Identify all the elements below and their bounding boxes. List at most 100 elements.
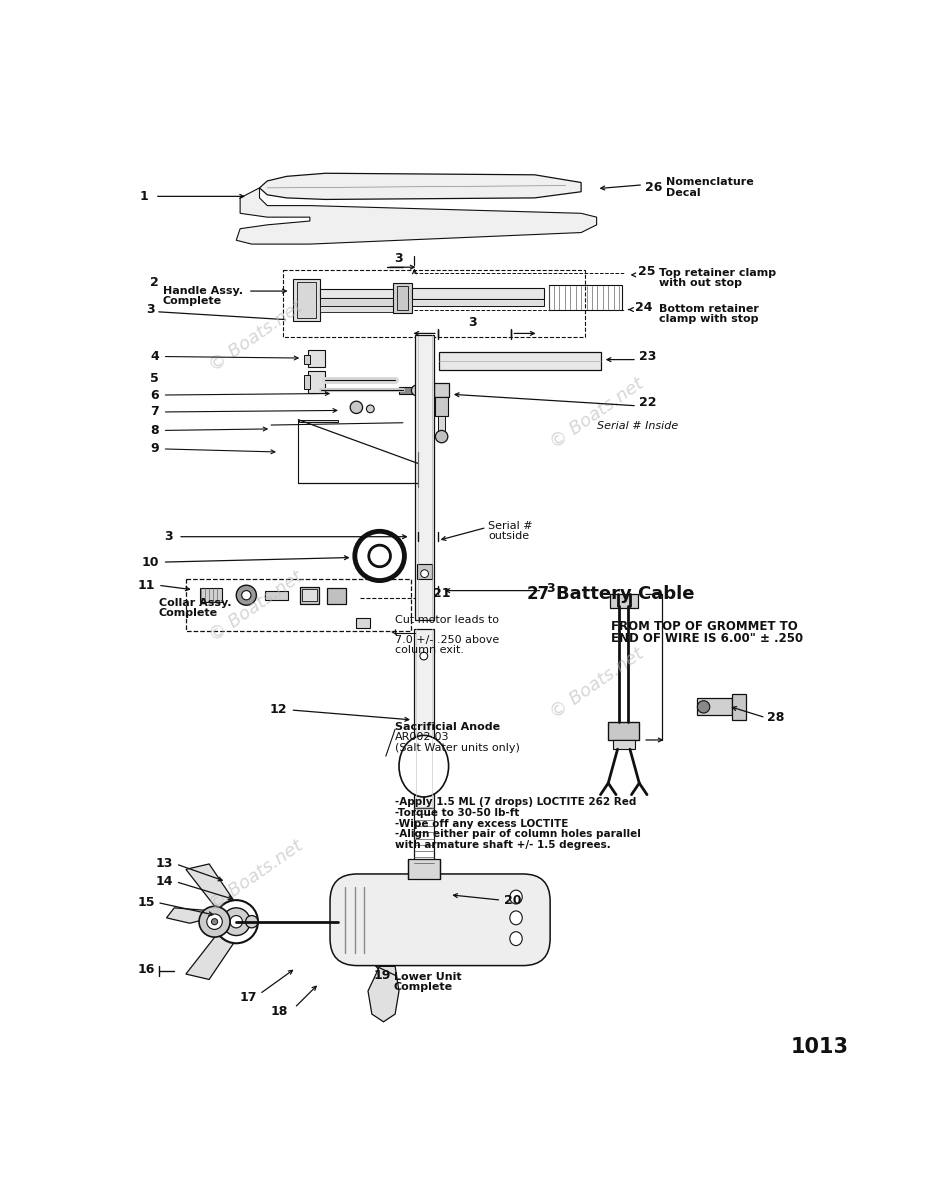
Text: Complete: Complete	[159, 608, 218, 618]
Text: with armature shaft +/- 1.5 degrees.: with armature shaft +/- 1.5 degrees.	[394, 840, 611, 850]
Text: -Torque to 30-50 lb-ft: -Torque to 30-50 lb-ft	[394, 808, 519, 817]
Text: (Salt Water units only): (Salt Water units only)	[394, 743, 520, 754]
Text: 4: 4	[149, 350, 159, 364]
Bar	[415, 335, 433, 620]
Text: 9: 9	[150, 443, 159, 456]
Text: Top retainer clamp: Top retainer clamp	[658, 268, 775, 278]
Text: © Boats.net: © Boats.net	[205, 298, 305, 376]
Text: 16: 16	[137, 962, 155, 976]
Text: 3: 3	[468, 316, 476, 329]
Bar	[356, 618, 370, 629]
Text: 22: 22	[638, 396, 656, 409]
Bar	[327, 588, 346, 605]
Text: 5: 5	[149, 372, 159, 385]
Bar	[393, 282, 412, 313]
Circle shape	[368, 545, 390, 566]
Bar	[296, 282, 316, 318]
Text: column exit.: column exit.	[394, 646, 464, 655]
Text: 26: 26	[645, 181, 662, 194]
Text: Collar Assy.: Collar Assy.	[159, 599, 231, 608]
Text: 17: 17	[238, 991, 256, 1004]
Text: © Boats.net: © Boats.net	[546, 644, 646, 722]
Text: END OF WIRE IS 6.00" ± .250: END OF WIRE IS 6.00" ± .250	[610, 632, 802, 646]
Bar	[396, 287, 408, 310]
Text: 7: 7	[149, 406, 159, 419]
Bar	[548, 284, 622, 311]
Ellipse shape	[509, 911, 522, 925]
Text: -Wipe off any excess LOCTITE: -Wipe off any excess LOCTITE	[394, 818, 568, 828]
Circle shape	[420, 570, 428, 577]
Bar	[608, 721, 638, 740]
Text: 27: 27	[526, 586, 549, 604]
Text: -Apply 1.5 ML (7 drops) LOCTITE 262 Red: -Apply 1.5 ML (7 drops) LOCTITE 262 Red	[394, 797, 636, 806]
Bar	[308, 371, 325, 392]
Text: 3: 3	[546, 582, 554, 595]
Text: Decal: Decal	[665, 188, 701, 198]
Text: 14: 14	[155, 875, 173, 888]
Text: Sacrificial Anode: Sacrificial Anode	[394, 721, 499, 732]
Polygon shape	[367, 966, 398, 1022]
Text: with out stop: with out stop	[658, 278, 741, 288]
Bar	[612, 740, 634, 749]
Bar	[412, 299, 543, 306]
Circle shape	[411, 385, 422, 396]
Text: Cut motor leads to: Cut motor leads to	[394, 616, 498, 625]
Text: -Align either pair of column holes parallel: -Align either pair of column holes paral…	[394, 829, 640, 839]
Bar	[609, 594, 637, 608]
Text: 21: 21	[432, 587, 450, 600]
Polygon shape	[186, 928, 244, 979]
Circle shape	[435, 431, 447, 443]
Ellipse shape	[398, 736, 448, 797]
Polygon shape	[186, 864, 244, 916]
Text: Nomenclature: Nomenclature	[665, 178, 754, 187]
Circle shape	[236, 586, 256, 605]
Bar	[437, 416, 445, 433]
Text: 25: 25	[637, 264, 654, 277]
Circle shape	[419, 653, 427, 660]
Text: 15: 15	[137, 896, 155, 908]
Text: © Boats.net: © Boats.net	[546, 374, 646, 452]
Bar	[299, 420, 338, 422]
Bar	[303, 374, 310, 389]
Text: AR002-03: AR002-03	[394, 732, 449, 743]
Bar	[300, 587, 319, 604]
Text: Serial # Inside: Serial # Inside	[596, 421, 677, 431]
Bar	[186, 580, 410, 631]
Circle shape	[207, 914, 222, 929]
Circle shape	[222, 908, 250, 936]
Text: Complete: Complete	[393, 982, 452, 991]
FancyBboxPatch shape	[329, 874, 549, 966]
Bar	[200, 588, 221, 602]
Bar	[435, 396, 447, 416]
Bar	[292, 278, 319, 322]
Circle shape	[350, 401, 362, 414]
Text: © Boats.net: © Boats.net	[205, 568, 305, 644]
Bar	[319, 298, 393, 306]
Circle shape	[199, 906, 230, 937]
Circle shape	[366, 406, 374, 413]
Text: FROM TOP OF GROMMET TO: FROM TOP OF GROMMET TO	[610, 620, 796, 632]
Text: Handle Assy.: Handle Assy.	[162, 287, 242, 296]
Text: Serial #: Serial #	[487, 521, 532, 532]
Text: Battery Cable: Battery Cable	[556, 586, 694, 604]
Polygon shape	[236, 188, 596, 244]
Text: 7.0 +/- .250 above: 7.0 +/- .250 above	[394, 635, 499, 646]
Circle shape	[230, 916, 242, 928]
Text: Complete: Complete	[162, 296, 222, 306]
Text: 12: 12	[269, 703, 287, 716]
Text: 13: 13	[155, 858, 173, 870]
Bar	[303, 355, 310, 365]
Circle shape	[241, 590, 251, 600]
Circle shape	[212, 919, 217, 925]
Bar	[413, 629, 433, 808]
Text: 24: 24	[634, 301, 651, 313]
Bar	[319, 306, 393, 312]
Circle shape	[697, 701, 709, 713]
Text: Bottom retainer: Bottom retainer	[658, 304, 757, 314]
Circle shape	[354, 532, 404, 581]
Text: 8: 8	[150, 424, 159, 437]
Circle shape	[214, 900, 258, 943]
Bar	[417, 564, 432, 580]
Bar	[697, 698, 731, 715]
Text: 19: 19	[373, 970, 391, 982]
